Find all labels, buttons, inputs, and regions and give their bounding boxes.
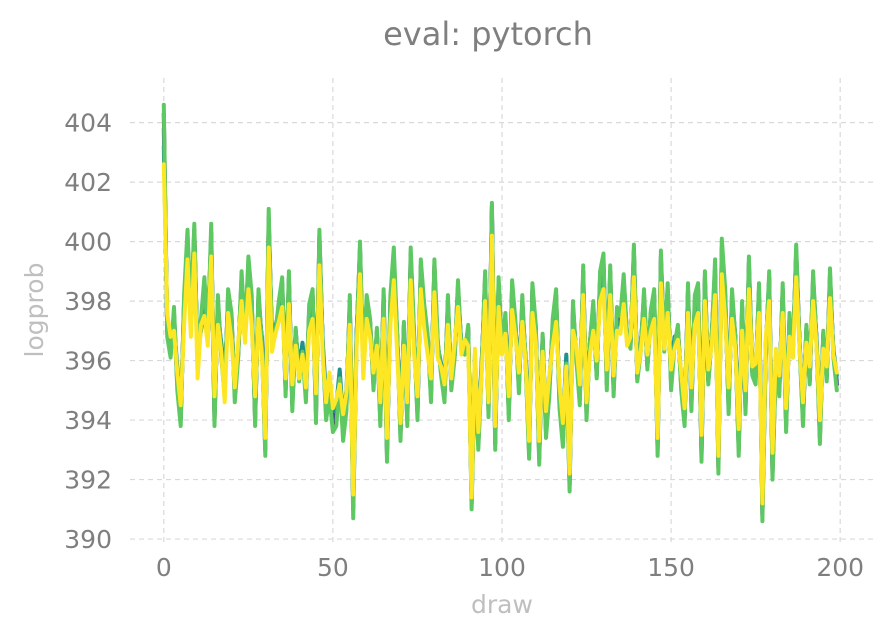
y-tick-label: 402 [64,168,112,197]
series-lines [161,102,839,524]
y-tick-label: 392 [64,466,112,495]
y-axis-label: logprob [20,263,49,358]
x-tick-label: 100 [478,553,526,582]
x-tick-label: 150 [647,553,695,582]
y-tick-label: 390 [64,525,112,554]
y-tick-labels: 390 392 394 396 398 400 402 404 [64,109,112,554]
x-tick-label: 200 [816,553,864,582]
y-tick-label: 400 [64,228,112,257]
x-tick-label: 50 [317,553,349,582]
grid [130,78,874,545]
y-tick-label: 398 [64,287,112,316]
x-axis-label: draw [471,590,533,619]
x-tick-labels: 0 50 100 150 200 [156,553,864,582]
y-tick-label: 394 [64,406,112,435]
y-tick-label: 396 [64,347,112,376]
series-line-4 [161,162,839,506]
chart-title: eval: pytorch [383,15,593,53]
y-tick-label: 404 [64,109,112,138]
x-tick-label: 0 [156,553,172,582]
